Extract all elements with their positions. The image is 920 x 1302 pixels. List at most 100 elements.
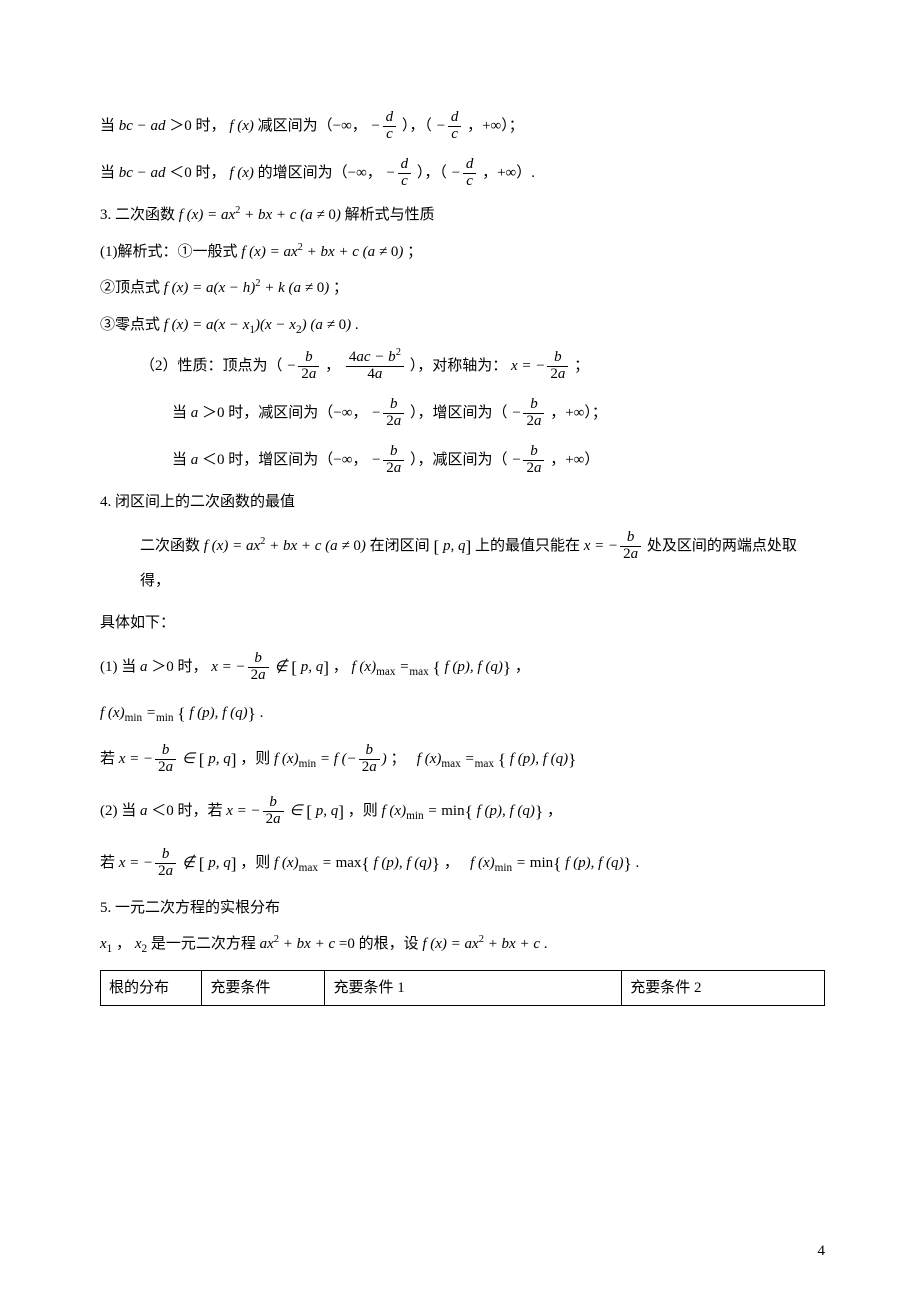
document-page: 当 bc − ad ＞0 时， f (x) 减区间为（−∞， −dc ），（ −… [0, 0, 920, 1302]
text: . [260, 705, 264, 721]
text: ， [515, 659, 530, 675]
paragraph: 当 bc − ad ＞0 时， f (x) 减区间为（−∞， −dc ），（ −… [100, 110, 825, 143]
section-heading: 3. 二次函数 f (x) = ax2 + bx + c (a ≠ 0) 解析式… [100, 204, 825, 227]
page-number: 4 [818, 1240, 826, 1263]
text: ， [333, 659, 348, 675]
math-expr: a [140, 659, 151, 675]
math-expr: f (x) [229, 118, 254, 134]
text: ； [333, 280, 348, 296]
paragraph: x1 ， x2 是一元二次方程 ax2 + bx + c =0 的根，设 f (… [100, 933, 825, 956]
text: . [355, 317, 359, 333]
math-frac: 4ac − b24a [344, 358, 406, 374]
math-frac: −b2a [371, 452, 406, 468]
text: (1)解析式：①一般式 [100, 244, 241, 260]
math-expr: f (x)min =min { f (p), f (q)} [100, 705, 256, 721]
text: ，则 [240, 751, 270, 767]
text: ，则 [348, 803, 378, 819]
paragraph: 若 x = −b2a ∈ [ p, q] ，则 f (x)min = f (−b… [100, 741, 825, 779]
math-expr: x = −b2a [584, 538, 647, 554]
text: =0 的根，设 [339, 936, 419, 952]
text: ，则 [240, 855, 270, 871]
text: ； [574, 358, 589, 374]
section-heading: 4. 闭区间上的二次函数的最值 [100, 491, 825, 514]
math-frac: −dc [436, 118, 464, 134]
text: (2) 当 [100, 803, 136, 819]
text: ＜0 时， [169, 165, 225, 181]
paragraph: (1)解析式：①一般式 f (x) = ax2 + bx + c (a ≠ 0)… [100, 241, 825, 264]
text: 减区间为（−∞， [258, 118, 367, 134]
text: 二次函数 [140, 538, 204, 554]
math-expr: f (x)max =max { f (p), f (q)} [409, 751, 576, 767]
text: ＜0 时，增区间为（−∞， [202, 452, 367, 468]
math-expr: a [140, 803, 151, 819]
text: ， [325, 358, 340, 374]
text: (1) 当 [100, 659, 136, 675]
text: 解析式与性质 [345, 207, 435, 223]
text: ， [547, 803, 562, 819]
math-expr: f (x)min = min{ f (p), f (q)} [382, 803, 544, 819]
math-expr: f (x)max = max{ f (p), f (q)} [274, 855, 440, 871]
paragraph: (1) 当 a ＞0 时， x = −b2a ∉ [ p, q] ， f (x)… [100, 649, 825, 687]
text: ，+∞）； [467, 118, 524, 134]
table-row: 根的分布 充要条件 充要条件 1 充要条件 2 [101, 970, 825, 1006]
math-expr: f (x) = ax2 + bx + c [422, 936, 540, 952]
text: ），对称轴为： [410, 358, 508, 374]
text: ＞0 时，减区间为（−∞， [202, 405, 367, 421]
math-expr: f (x)max =max { f (p), f (q)} [352, 659, 512, 675]
table-header: 充要条件 [202, 970, 325, 1006]
section-heading: 5. 一元二次方程的实根分布 [100, 897, 825, 920]
math-expr: x = −b2a ∈ [ p, q] [119, 751, 237, 767]
text: 在闭区间 [370, 538, 430, 554]
text: 若 [100, 751, 115, 767]
text: . [544, 936, 548, 952]
text: 具体如下： [100, 615, 175, 631]
table-header: 充要条件 1 [325, 970, 622, 1006]
text: ＞0 时， [151, 659, 207, 675]
math-expr: f (x) = a(x − h)2 + k (a ≠ 0) [164, 280, 329, 296]
text: 是一元二次方程 [151, 936, 256, 952]
math-expr: a [191, 405, 202, 421]
text: ，+∞）. [482, 165, 535, 181]
paragraph: （2）性质：顶点为（ −b2a ， 4ac − b24a ），对称轴为： x =… [100, 350, 825, 383]
text: ， [116, 936, 131, 952]
math-expr: f (x)min = f (−b2a) [274, 751, 387, 767]
math-expr: f (x) [229, 165, 254, 181]
math-expr: x = −b2a ∉ [ p, q] [119, 855, 237, 871]
math-expr: bc − ad [119, 165, 170, 181]
math-frac: −b2a [286, 358, 321, 374]
math-expr: x = −b2a ∉ [ p, q] [211, 659, 329, 675]
paragraph: 若 x = −b2a ∉ [ p, q] ，则 f (x)max = max{ … [100, 845, 825, 883]
paragraph: (2) 当 a ＜0 时，若 x = −b2a ∈ [ p, q] ，则 f (… [100, 793, 825, 831]
text: ，+∞） [550, 452, 599, 468]
math-frac: −b2a [371, 405, 406, 421]
math-expr: f (x) = a(x − x1)(x − x2) (a ≠ 0) [164, 317, 351, 333]
text: ），（ [417, 165, 447, 181]
math-frac: −dc [371, 118, 399, 134]
paragraph: ②顶点式 f (x) = a(x − h)2 + k (a ≠ 0) ； [100, 277, 825, 300]
text: ），减区间为（ [410, 452, 508, 468]
text: 5. 一元二次方程的实根分布 [100, 900, 280, 916]
math-frac: −dc [386, 165, 414, 181]
math-expr: f (x) = ax2 + bx + c (a ≠ 0) [204, 538, 366, 554]
text: 的增区间为（−∞， [258, 165, 382, 181]
text: ＞0 时， [169, 118, 225, 134]
math-frac: −dc [451, 165, 479, 181]
math-expr: x = −b2a [511, 358, 570, 374]
paragraph: ③零点式 f (x) = a(x − x1)(x − x2) (a ≠ 0) . [100, 314, 825, 337]
table-header: 充要条件 2 [622, 970, 825, 1006]
text: ， [444, 855, 459, 871]
paragraph: 具体如下： [100, 612, 825, 635]
math-expr: f (x) = ax2 + bx + c (a ≠ 0) [241, 244, 403, 260]
text: 当 [172, 452, 187, 468]
math-expr: x1 [100, 936, 112, 952]
roots-table: 根的分布 充要条件 充要条件 1 充要条件 2 [100, 970, 825, 1007]
math-frac: −b2a [511, 452, 546, 468]
paragraph: 当 a ＞0 时，减区间为（−∞， −b2a ），增区间为（ −b2a ，+∞）… [100, 397, 825, 430]
text: 4. 闭区间上的二次函数的最值 [100, 494, 295, 510]
math-expr: f (x)min = min{ f (p), f (q)} [463, 855, 632, 871]
paragraph: 当 bc − ad ＜0 时， f (x) 的增区间为（−∞， −dc ），（ … [100, 157, 825, 190]
text: ＜0 时，若 [151, 803, 222, 819]
text: ③零点式 [100, 317, 164, 333]
math-expr: x = −b2a ∈ [ p, q] [226, 803, 344, 819]
text: 上的最值只能在 [475, 538, 580, 554]
